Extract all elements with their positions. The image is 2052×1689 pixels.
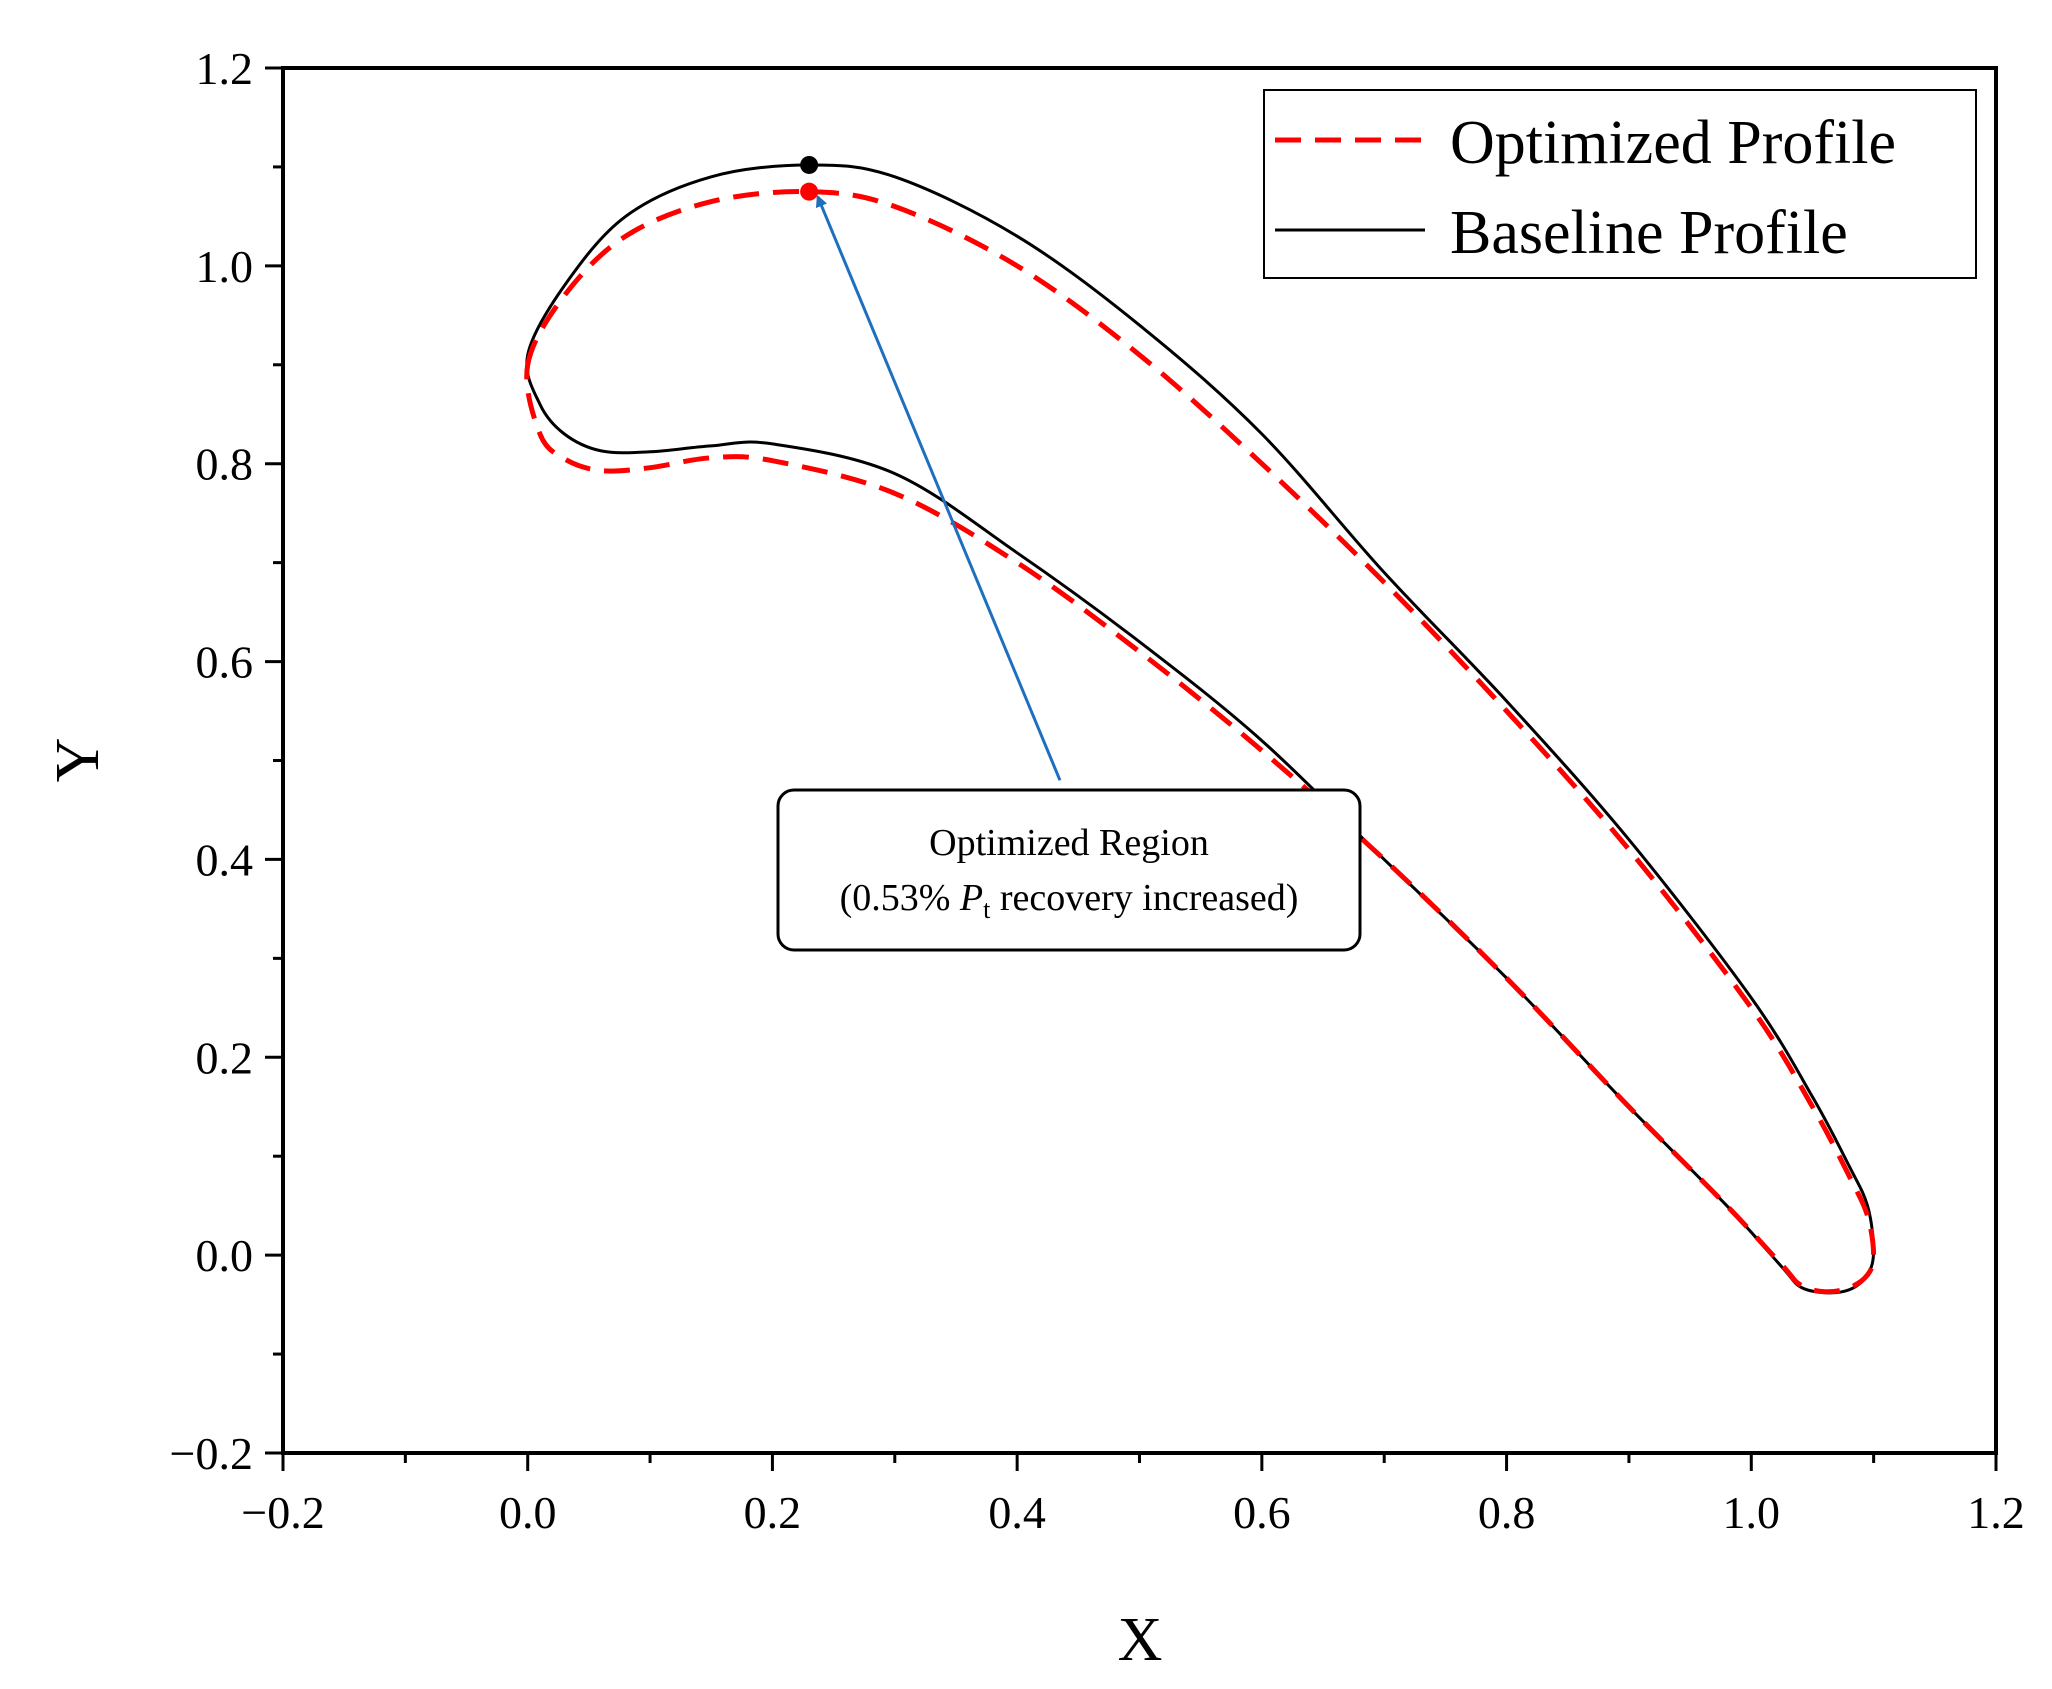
x-tick-label: 0.0: [499, 1487, 557, 1538]
legend-label-optimized: Optimized Profile: [1450, 109, 1896, 177]
y-tick-label: 0.6: [196, 637, 254, 688]
x-tick-label: 1.0: [1723, 1487, 1781, 1538]
x-tick-label: 0.4: [988, 1487, 1046, 1538]
annotation-line1: Optimized Region: [929, 822, 1209, 864]
x-axis-title: X: [1118, 1606, 1163, 1674]
annotation-box: [776, 788, 1362, 952]
series-layer: [524, 163, 1877, 1295]
x-tick-label: 0.2: [744, 1487, 802, 1538]
legend-box: [1263, 89, 1977, 279]
axis-ticks: −0.2 0.0 0.2 0.4 0.6 0.8 1.0 1.2 −0.2 0.0 0.2 0.4 0.…: [170, 43, 2025, 1538]
x-tick-label: 0.6: [1233, 1487, 1291, 1538]
optimized-profile-line: [524, 189, 1877, 1295]
annotation-line2: (0.53% Pt recovery increased): [840, 877, 1299, 924]
x-tick-label: 0.8: [1478, 1487, 1536, 1538]
x-tick-label: 1.2: [1967, 1487, 2025, 1538]
y-tick-label: 0.8: [196, 439, 254, 490]
y-tick-label: 0.0: [196, 1230, 254, 1281]
y-axis-title: Y: [44, 738, 112, 783]
y-tick-label: −0.2: [170, 1428, 253, 1479]
y-tick-label: 1.0: [196, 241, 254, 292]
marker-layer: [800, 155, 819, 201]
baseline-profile-line: [525, 163, 1876, 1295]
y-tick-label: 1.2: [196, 43, 254, 94]
y-tick-label: 0.4: [196, 834, 254, 885]
y-tick-label: 0.2: [196, 1032, 254, 1083]
legend-label-baseline: Baseline Profile: [1450, 199, 1848, 267]
baseline-peak-marker: [800, 155, 819, 174]
optimized-peak-marker: [800, 182, 819, 201]
x-tick-label: −0.2: [241, 1487, 324, 1538]
annotation-arrow: [815, 194, 1062, 781]
